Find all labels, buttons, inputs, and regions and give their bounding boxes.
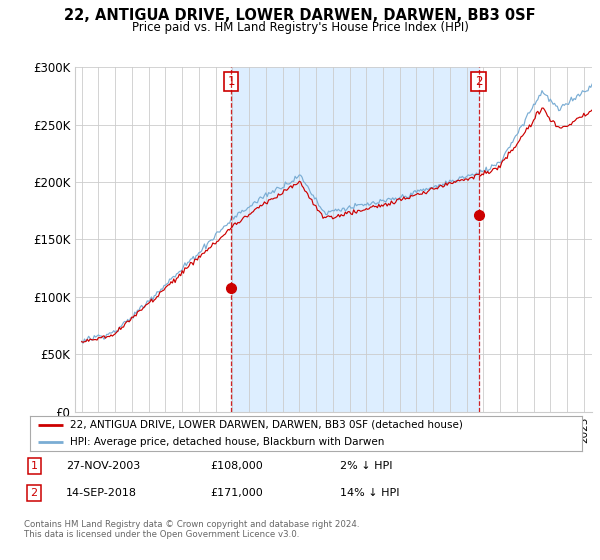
Text: 27-NOV-2003: 27-NOV-2003 (66, 461, 140, 471)
Text: 2% ↓ HPI: 2% ↓ HPI (340, 461, 392, 471)
Text: 2: 2 (475, 75, 482, 88)
Text: 14% ↓ HPI: 14% ↓ HPI (340, 488, 400, 498)
Text: HPI: Average price, detached house, Blackburn with Darwen: HPI: Average price, detached house, Blac… (70, 437, 384, 447)
Text: 1: 1 (227, 75, 235, 88)
Text: 14-SEP-2018: 14-SEP-2018 (66, 488, 137, 498)
Text: Price paid vs. HM Land Registry's House Price Index (HPI): Price paid vs. HM Land Registry's House … (131, 21, 469, 34)
Text: Contains HM Land Registry data © Crown copyright and database right 2024.
This d: Contains HM Land Registry data © Crown c… (24, 520, 359, 539)
Text: 22, ANTIGUA DRIVE, LOWER DARWEN, DARWEN, BB3 0SF: 22, ANTIGUA DRIVE, LOWER DARWEN, DARWEN,… (64, 8, 536, 24)
Text: £108,000: £108,000 (210, 461, 263, 471)
Text: 22, ANTIGUA DRIVE, LOWER DARWEN, DARWEN, BB3 0SF (detached house): 22, ANTIGUA DRIVE, LOWER DARWEN, DARWEN,… (70, 420, 463, 430)
Text: 2: 2 (31, 488, 38, 498)
Text: 1: 1 (31, 461, 38, 471)
Text: £171,000: £171,000 (210, 488, 263, 498)
Bar (231, 67, 479, 412)
